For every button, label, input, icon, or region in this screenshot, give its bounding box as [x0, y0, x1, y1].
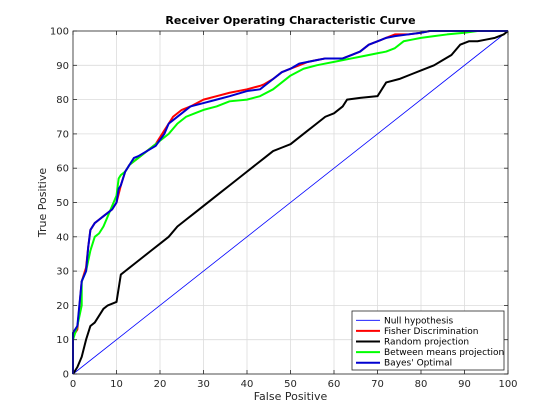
- series-line-2: [72, 30, 509, 375]
- y-tick-label: 20: [56, 301, 69, 312]
- y-tick-label: 40: [56, 232, 69, 243]
- axis-ticks: 0 10 20 30 40 50 60 70 80 90 100 0 10 20 30 40 50 60 70 80 9…: [50, 27, 518, 391]
- legend-entry-4: Bayes' Optimal: [384, 359, 452, 369]
- y-tick-label: 60: [56, 164, 69, 175]
- y-tick-label: 80: [56, 95, 69, 106]
- legend-entry-2: Random projection: [384, 338, 469, 348]
- legend-entry-3: Between means projection: [384, 348, 504, 358]
- x-tick-label: 80: [415, 379, 428, 390]
- x-tick-label: 20: [154, 379, 167, 390]
- x-tick-label: 60: [328, 379, 341, 390]
- y-axis-label: True Positive: [36, 168, 49, 238]
- x-tick-label: 50: [284, 379, 297, 390]
- x-axis-label: False Positive: [254, 390, 328, 403]
- x-tick-label: 90: [458, 379, 471, 390]
- y-tick-label: 50: [56, 198, 69, 209]
- y-tick-label: 0: [63, 370, 69, 381]
- x-tick-label: 70: [371, 379, 384, 390]
- y-tick-label: 90: [56, 61, 69, 72]
- x-tick-label: 40: [241, 379, 254, 390]
- x-tick-label: 0: [70, 379, 76, 390]
- series-line-4: [72, 30, 508, 374]
- series-line-3: [72, 30, 508, 374]
- x-tick-label: 100: [498, 379, 517, 390]
- y-tick-label: 30: [56, 267, 69, 278]
- y-tick-label: 100: [50, 27, 69, 38]
- y-tick-label: 10: [56, 335, 69, 346]
- y-tick-label: 70: [56, 129, 69, 140]
- x-tick-label: 30: [197, 379, 210, 390]
- series-line-0: [72, 30, 509, 375]
- series-lines: [72, 30, 509, 375]
- chart-title: Receiver Operating Characteristic Curve: [165, 14, 415, 27]
- legend-entry-1: Fisher Discrimination: [384, 327, 479, 337]
- x-tick-label: 10: [110, 379, 123, 390]
- legend-entry-0: Null hypothesis: [384, 316, 454, 326]
